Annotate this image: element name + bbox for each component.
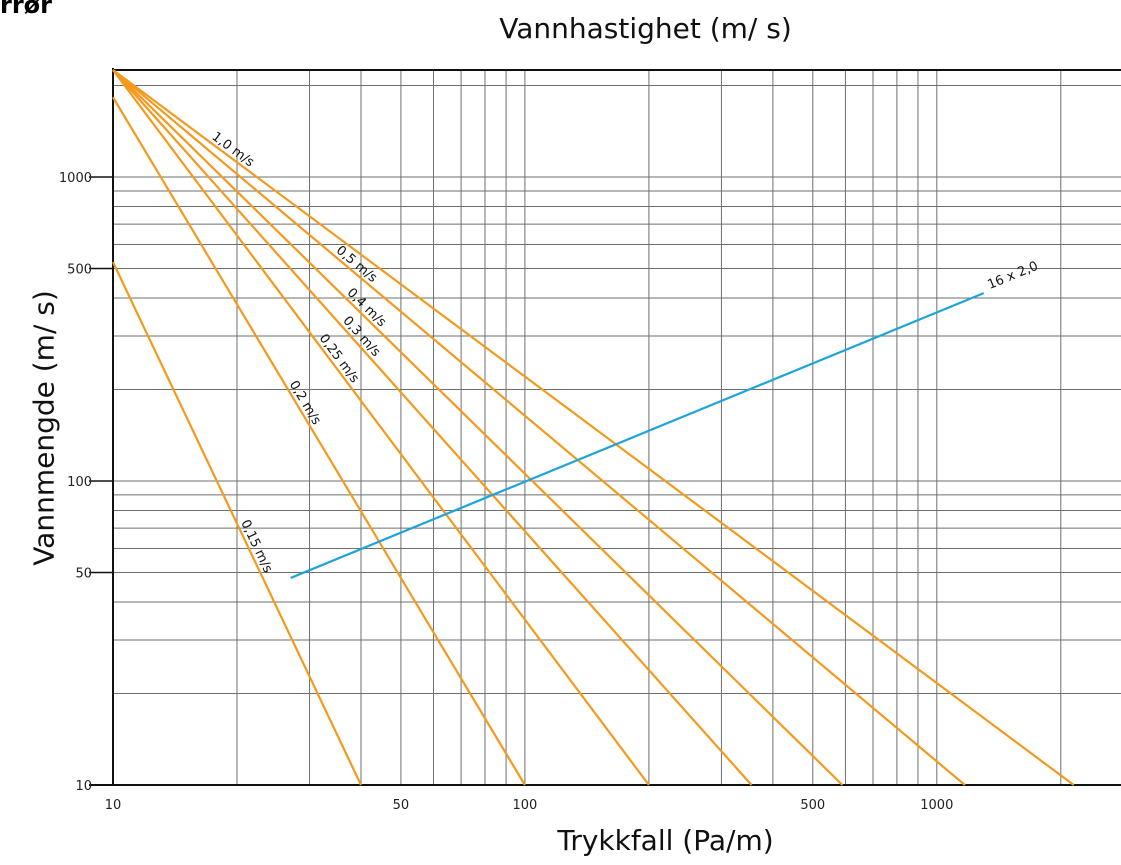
velocity-line xyxy=(112,69,753,786)
velocity-line-label: 0,2 m/s xyxy=(286,378,324,428)
x-tick-label: 1000 xyxy=(920,798,953,813)
y-tick-label: 100 xyxy=(67,475,92,490)
tick-labels: 10 50 100 500 1000 10 50 100 500 1000 xyxy=(59,171,953,813)
y-tick-label: 10 xyxy=(75,779,92,794)
velocity-line-label: 0,15 m/s xyxy=(237,518,275,576)
grid xyxy=(89,68,1121,786)
y-axis-title: Vannmengde (m/ s) xyxy=(27,290,61,566)
velocity-line xyxy=(112,69,650,786)
velocity-line xyxy=(112,96,526,786)
series-label: 16 x 2,0 xyxy=(986,259,1041,293)
velocity-line xyxy=(112,261,362,786)
y-tick-label: 500 xyxy=(67,263,92,278)
x-tick-label: 50 xyxy=(393,798,410,813)
line-labels: 0,15 m/s0,2 m/s0,25 m/s0,3 m/s0,4 m/s0,5… xyxy=(209,129,1041,575)
velocity-line xyxy=(112,69,1075,786)
velocity-line xyxy=(112,69,844,786)
data-series xyxy=(290,292,985,579)
velocity-lines xyxy=(112,69,1075,786)
velocity-line xyxy=(112,69,966,786)
series-line xyxy=(290,292,985,579)
x-tick-label: 100 xyxy=(512,798,537,813)
x-axis-title: Trykkfall (Pa/m) xyxy=(557,824,774,857)
chart-title: Vannhastighet (m/ s) xyxy=(499,12,792,45)
x-tick-label: 10 xyxy=(105,798,122,813)
x-tick-label: 500 xyxy=(800,798,825,813)
corner-title: rrør xyxy=(0,0,52,19)
y-tick-label: 50 xyxy=(75,567,92,582)
y-tick-label: 1000 xyxy=(59,171,92,186)
velocity-line-label: 1,0 m/s xyxy=(209,129,257,170)
